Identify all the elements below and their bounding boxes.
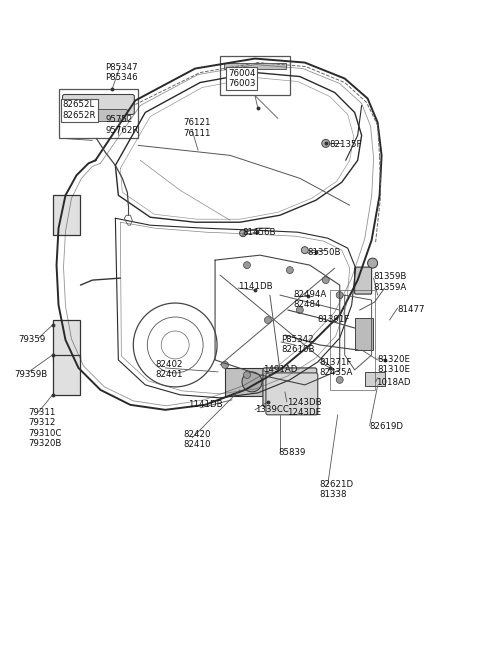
FancyBboxPatch shape — [62, 94, 134, 114]
Text: 82402
82401: 82402 82401 — [155, 360, 183, 379]
Bar — [52, 355, 81, 395]
Circle shape — [264, 317, 271, 323]
Bar — [59, 89, 138, 138]
Circle shape — [243, 262, 251, 268]
Text: 81477: 81477 — [397, 305, 425, 314]
Bar — [224, 62, 286, 68]
Text: 82494A
82484: 82494A 82484 — [294, 290, 327, 310]
Text: 95752
95762R: 95752 95762R — [106, 115, 139, 135]
Bar — [52, 195, 81, 236]
Text: 1491AD: 1491AD — [263, 365, 297, 374]
Circle shape — [322, 277, 329, 283]
Text: 81320E
81310E: 81320E 81310E — [378, 355, 410, 375]
Circle shape — [368, 258, 378, 268]
Circle shape — [322, 140, 330, 148]
Circle shape — [240, 230, 247, 237]
Text: 76121
76111: 76121 76111 — [183, 119, 211, 138]
FancyBboxPatch shape — [266, 373, 318, 415]
Circle shape — [222, 361, 228, 369]
Text: 81391F: 81391F — [318, 315, 350, 324]
Text: 79311
79312
79310C
79320B: 79311 79312 79310C 79320B — [29, 408, 62, 448]
Text: 81359B
81359A: 81359B 81359A — [373, 272, 407, 291]
Bar — [52, 320, 81, 360]
Circle shape — [336, 291, 343, 298]
Text: 82420
82410: 82420 82410 — [183, 430, 211, 449]
Circle shape — [287, 377, 293, 383]
Bar — [225, 368, 280, 396]
Text: 1141DB: 1141DB — [238, 282, 273, 291]
Bar — [365, 372, 384, 386]
Circle shape — [243, 371, 251, 379]
Text: 82135F: 82135F — [330, 140, 362, 150]
Text: 1243DB
1243DE: 1243DB 1243DE — [287, 398, 322, 417]
FancyBboxPatch shape — [263, 368, 317, 407]
Text: 82621D
81338: 82621D 81338 — [320, 480, 354, 499]
Circle shape — [287, 266, 293, 274]
Bar — [355, 318, 372, 350]
Circle shape — [296, 392, 303, 398]
Circle shape — [242, 372, 262, 392]
Text: 1018AD: 1018AD — [376, 378, 410, 387]
Text: 85839: 85839 — [278, 448, 305, 457]
Circle shape — [296, 306, 303, 314]
FancyBboxPatch shape — [68, 110, 127, 121]
Text: 81371F
82435A: 81371F 82435A — [320, 358, 353, 377]
Text: P85347
P85346: P85347 P85346 — [106, 62, 138, 82]
Text: 79359: 79359 — [19, 335, 46, 344]
Text: 82619D: 82619D — [370, 422, 404, 431]
Text: 81456B: 81456B — [242, 228, 276, 237]
Text: 81350B: 81350B — [308, 248, 341, 257]
Text: 1141DB: 1141DB — [188, 400, 223, 409]
Text: 79359B: 79359B — [15, 370, 48, 379]
Bar — [220, 56, 290, 96]
Text: P85342
82610B: P85342 82610B — [281, 335, 314, 354]
Circle shape — [301, 247, 308, 254]
FancyBboxPatch shape — [355, 267, 372, 294]
Text: 76004
76003: 76004 76003 — [228, 68, 255, 88]
Text: 1339CC: 1339CC — [255, 405, 289, 414]
Circle shape — [266, 392, 274, 398]
Circle shape — [336, 377, 343, 383]
Text: 82652L
82652R: 82652L 82652R — [62, 100, 96, 120]
